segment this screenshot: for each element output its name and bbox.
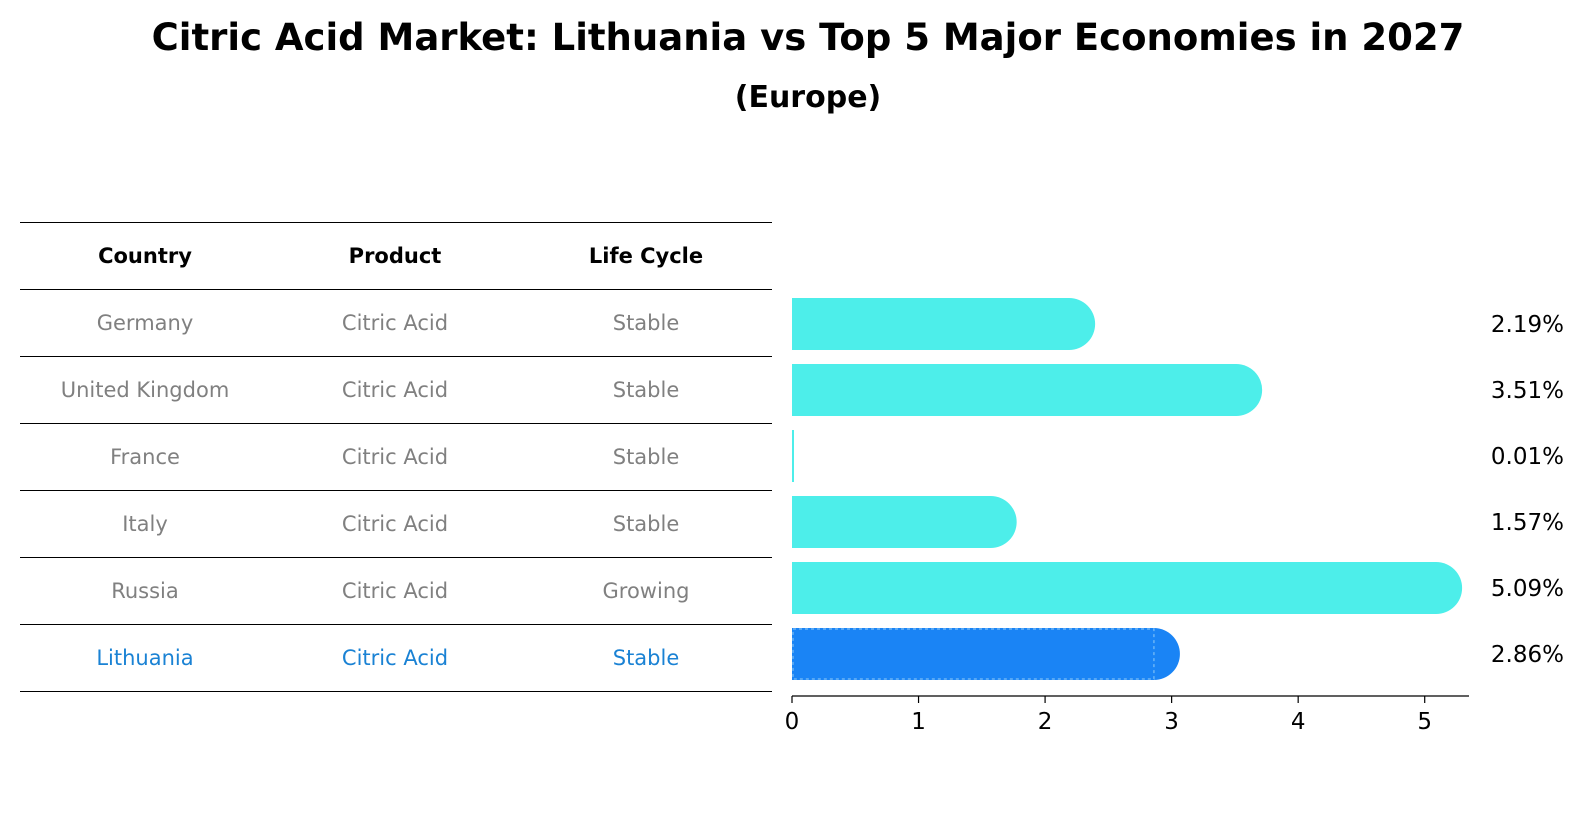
cell-country: Russia xyxy=(20,557,270,625)
x-tick-label: 1 xyxy=(911,709,926,735)
chart-title: Citric Acid Market: Lithuania vs Top 5 M… xyxy=(151,16,1465,59)
x-tick-label: 0 xyxy=(785,709,800,735)
chart-subtitle: (Europe) xyxy=(734,80,882,115)
cell-country: Italy xyxy=(20,490,270,558)
data-label-italy: 1.57% xyxy=(1491,510,1564,536)
cell-life-cycle: Stable xyxy=(520,624,772,692)
bar-highlight-outline xyxy=(792,628,1155,680)
cell-country: Lithuania xyxy=(20,624,270,692)
cell-life-cycle: Stable xyxy=(520,490,772,558)
table-row: France Citric Acid Stable xyxy=(20,423,772,491)
table-row: Germany Citric Acid Stable xyxy=(20,289,772,357)
data-label-france: 0.01% xyxy=(1491,444,1564,470)
header-country: Country xyxy=(20,222,270,290)
header-life-cycle: Life Cycle xyxy=(520,222,772,290)
bar-united-kingdom xyxy=(792,364,1263,416)
cell-country: Germany xyxy=(20,289,270,357)
cell-product: Citric Acid xyxy=(270,356,520,424)
table-row: United Kingdom Citric Acid Stable xyxy=(20,356,772,424)
cell-product: Citric Acid xyxy=(270,624,520,692)
data-label-united-kingdom: 3.51% xyxy=(1491,378,1564,404)
cell-life-cycle: Stable xyxy=(520,423,772,491)
table-row: Russia Citric Acid Growing xyxy=(20,557,772,625)
bar-lithuania xyxy=(792,628,1180,680)
table-header-row: Country Product Life Cycle xyxy=(20,222,772,290)
bar-germany xyxy=(792,298,1096,350)
data-label-russia: 5.09% xyxy=(1491,576,1564,602)
cell-product: Citric Acid xyxy=(270,423,520,491)
x-tick-label: 5 xyxy=(1417,709,1432,735)
cell-product: Citric Acid xyxy=(270,557,520,625)
cell-product: Citric Acid xyxy=(270,490,520,558)
x-tick-label: 2 xyxy=(1038,709,1053,735)
table-row: Italy Citric Acid Stable xyxy=(20,490,772,558)
x-tick-label: 4 xyxy=(1291,709,1306,735)
x-tick-label: 3 xyxy=(1164,709,1179,735)
bar-italy xyxy=(792,496,1017,548)
market-table: Country Product Life Cycle Germany Citri… xyxy=(20,222,772,692)
data-label-germany: 2.19% xyxy=(1491,312,1564,338)
cell-life-cycle: Stable xyxy=(520,289,772,357)
bar-france xyxy=(792,430,794,482)
cell-country: United Kingdom xyxy=(20,356,270,424)
cell-life-cycle: Growing xyxy=(520,557,772,625)
table-row-highlight: Lithuania Citric Acid Stable xyxy=(20,624,772,692)
cell-product: Citric Acid xyxy=(270,289,520,357)
bar-russia xyxy=(792,562,1463,614)
cell-country: France xyxy=(20,423,270,491)
header-product: Product xyxy=(270,222,520,290)
data-label-lithuania: 2.86% xyxy=(1491,642,1564,668)
